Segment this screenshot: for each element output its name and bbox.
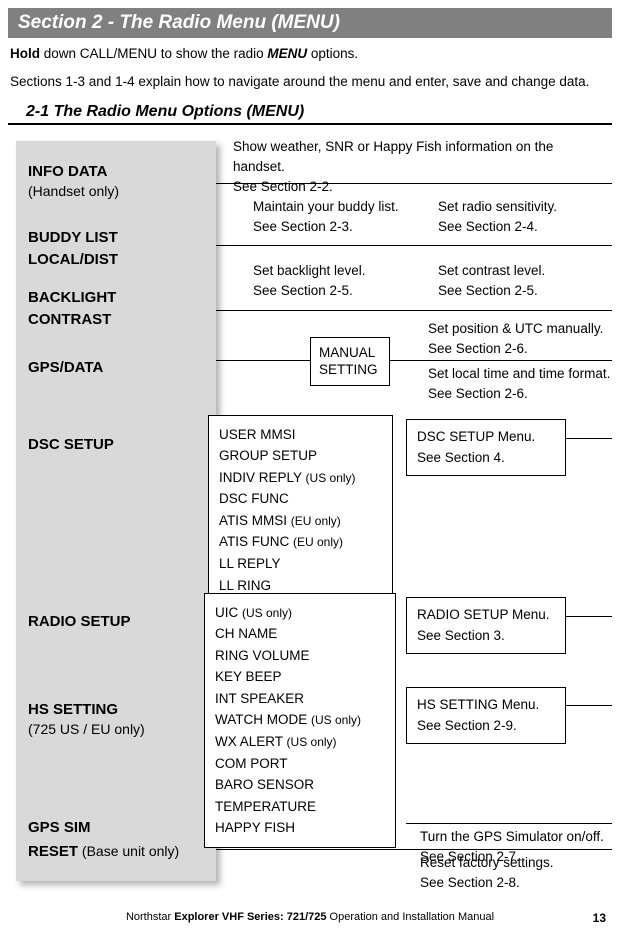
- dsc-item: ATIS MMSI (EU only): [219, 510, 382, 532]
- dsc-item: GROUP SETUP: [219, 445, 382, 467]
- desc-local: Set radio sensitivity. See Section 2-4.: [438, 197, 557, 238]
- hold-bold: Hold: [10, 46, 40, 61]
- desc-contrast: Set contrast level. See Section 2-5.: [438, 261, 545, 302]
- menu-reset: RESET (Base unit only): [28, 843, 179, 860]
- radio-item: HAPPY FISH: [215, 817, 385, 839]
- divider-line: [216, 360, 612, 361]
- main-menu-box: INFO DATA (Handset only) BUDDY LIST LOCA…: [16, 141, 216, 881]
- menu-hs: HS SETTING: [28, 701, 118, 718]
- menu-info-data-sub: (Handset only): [28, 183, 119, 199]
- radio-item: COM PORT: [215, 753, 385, 775]
- intro-line-1: Hold down CALL/MENU to show the radio ME…: [0, 38, 620, 66]
- divider-line: [216, 310, 612, 311]
- menu-gps-sim: GPS SIM: [28, 819, 91, 836]
- desc-backlight: Set backlight level. See Section 2-5.: [253, 261, 366, 302]
- footer: Northstar Explorer VHF Series: 721/725 O…: [0, 911, 620, 923]
- menu-radio: RADIO SETUP: [28, 613, 131, 630]
- menu-backlight: BACKLIGHT: [28, 289, 116, 306]
- dsc-menu-desc-box: DSC SETUP Menu. See Section 4.: [406, 419, 566, 476]
- dsc-item: ATIS FUNC (EU only): [219, 531, 382, 553]
- desc-reset: Reset factory settings. See Section 2-8.: [420, 853, 554, 894]
- menu-dsc: DSC SETUP: [28, 436, 114, 453]
- radio-item: CH NAME: [215, 623, 385, 645]
- manual-setting-box: MANUAL SETTING: [310, 337, 390, 386]
- radio-item: TEMPERATURE: [215, 796, 385, 818]
- divider-line: [216, 245, 612, 246]
- hs-menu-desc-box: HS SETTING Menu. See Section 2-9.: [406, 687, 566, 744]
- radio-menu-desc-box: RADIO SETUP Menu. See Section 3.: [406, 597, 566, 654]
- dsc-item: LL REPLY: [219, 553, 382, 575]
- intro-line-2: Sections 1-3 and 1-4 explain how to navi…: [0, 66, 620, 94]
- dsc-item: USER MMSI: [219, 424, 382, 446]
- menu-info-data: INFO DATA: [28, 163, 107, 180]
- dsc-item: INDIV REPLY (US only): [219, 467, 382, 489]
- radio-item: UIC (US only): [215, 602, 385, 624]
- radio-item: WX ALERT (US only): [215, 731, 385, 753]
- radio-submenu-box: UIC (US only)CH NAMERING VOLUMEKEY BEEPI…: [204, 593, 396, 849]
- menu-gps: GPS/DATA: [28, 359, 103, 376]
- menu-hs-sub: (725 US / EU only): [28, 721, 145, 737]
- subsection-header: 2-1 The Radio Menu Options (MENU): [8, 99, 612, 125]
- dsc-item: DSC FUNC: [219, 488, 382, 510]
- menu-buddy: BUDDY LIST: [28, 229, 118, 246]
- desc-manual-pos: Set position & UTC manually. See Section…: [428, 319, 603, 360]
- desc-manual-time: Set local time and time format. See Sect…: [428, 364, 610, 405]
- menu-local: LOCAL/DIST: [28, 251, 118, 268]
- divider-line: [406, 823, 612, 824]
- radio-item: RING VOLUME: [215, 645, 385, 667]
- radio-item: INT SPEAKER: [215, 688, 385, 710]
- menu-contrast: CONTRAST: [28, 311, 111, 328]
- intro-mid: down CALL/MENU to show the radio: [40, 46, 267, 61]
- diagram-content: INFO DATA (Handset only) BUDDY LIST LOCA…: [8, 133, 612, 893]
- desc-buddy: Maintain your buddy list. See Section 2-…: [253, 197, 399, 238]
- radio-item: BARO SENSOR: [215, 774, 385, 796]
- dsc-submenu-box: USER MMSIGROUP SETUPINDIV REPLY (US only…: [208, 415, 393, 606]
- radio-item: KEY BEEP: [215, 666, 385, 688]
- menu-bold: MENU: [267, 46, 307, 61]
- section-header: Section 2 - The Radio Menu (MENU): [8, 8, 612, 38]
- desc-info: Show weather, SNR or Happy Fish informat…: [233, 137, 603, 198]
- radio-item: WATCH MODE (US only): [215, 709, 385, 731]
- intro-post: options.: [307, 46, 358, 61]
